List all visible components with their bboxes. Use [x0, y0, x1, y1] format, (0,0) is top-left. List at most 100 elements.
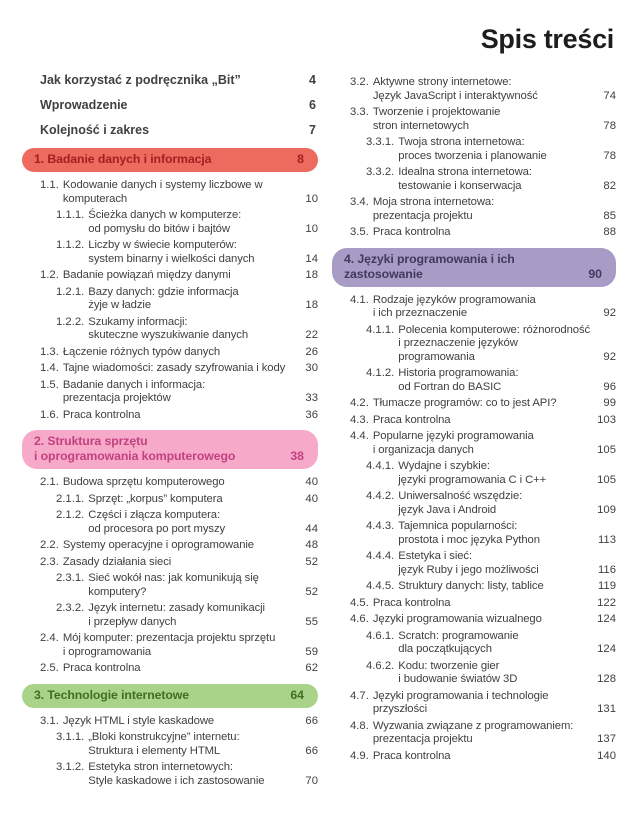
- toc-entry-1-1-1[interactable]: 1.1.1. Ścieżka danych w komputerze: od p…: [56, 209, 318, 236]
- toc-entry-2-3[interactable]: 2.3. Zasady działania sieci 52: [40, 556, 318, 570]
- section-header-4[interactable]: 4. Języki programowania i ich zastosowan…: [332, 247, 616, 287]
- entry-number: 1.6.: [40, 408, 59, 421]
- toc-entry-3-4[interactable]: 3.4. Moja strona internetowa: prezentacj…: [350, 196, 616, 223]
- entry-label: Moja strona internetowa: prezentacja pro…: [372, 196, 495, 222]
- toc-entry-2-3-1[interactable]: 2.3.1. Sieć wokół nas: jak komunikują si…: [56, 572, 318, 599]
- toc-entry-4-5[interactable]: 4.5. Praca kontrolna 122: [350, 597, 616, 611]
- section-page-number: 90: [588, 266, 602, 281]
- toc-entry-1-1[interactable]: 1.1. Kodowanie danych i systemy liczbowe…: [40, 179, 318, 206]
- page-title: Spis treści: [480, 24, 615, 54]
- toc-entry-3-1[interactable]: 3.1. Język HTML i style kaskadowe 66: [40, 715, 318, 729]
- section-title: 4. Języki programowania i ich zastosowan…: [344, 251, 515, 281]
- entry-label: Praca kontrolna: [62, 408, 141, 421]
- toc-entry-4-9[interactable]: 4.9. Praca kontrolna 140: [350, 750, 616, 764]
- entry-number: 4.4.3.: [366, 520, 395, 532]
- toc-entry-1-5[interactable]: 1.5. Badanie danych i informacja: prezen…: [40, 379, 318, 406]
- toc-entry-4-6-1[interactable]: 4.6.1. Scratch: programowanie dla począt…: [366, 630, 616, 657]
- entry-page-number: 66: [305, 744, 318, 757]
- entry-page-number: 116: [597, 563, 616, 576]
- toc-entry-3-3-2[interactable]: 3.3.2. Idealna strona internetowa: testo…: [366, 166, 616, 193]
- toc-entry-1-4[interactable]: 1.4. Tajne wiadomości: zasady szyfrowani…: [40, 362, 318, 376]
- entry-number: 3.1.: [40, 714, 59, 727]
- toc-entry-2-3-2[interactable]: 2.3.2. Język internetu: zasady komunikac…: [56, 602, 318, 629]
- section-page-number: 38: [290, 449, 304, 463]
- entry-number: 2.3.2.: [56, 602, 85, 614]
- toc-entry-2-5[interactable]: 2.5. Praca kontrolna 62: [40, 662, 318, 676]
- entry-page-number: 66: [305, 714, 318, 727]
- entry-number: 2.3.1.: [56, 572, 85, 584]
- entry-number: 2.1.2.: [56, 509, 85, 521]
- toc-entry-4-1-1[interactable]: 4.1.1. Polecenia komputerowe: różnorodno…: [366, 324, 616, 365]
- front-matter-entry[interactable]: Wprowadzenie 6: [40, 98, 316, 113]
- entry-page-number: 26: [305, 345, 318, 358]
- toc-entry-2-2[interactable]: 2.2. Systemy operacyjne i oprogramowanie…: [40, 539, 318, 553]
- entry-label: Wyzwania związane z programowaniem: prez…: [372, 719, 574, 746]
- toc-entry-4-4-2[interactable]: 4.4.2. Uniwersalność wszędzie: język Jav…: [366, 490, 616, 517]
- entry-label: Polecenia komputerowe: różnorodność i pr…: [398, 323, 591, 363]
- entry-page-number: 128: [597, 673, 616, 685]
- entry-page-number: 18: [305, 269, 318, 281]
- entry-number: 2.1.1.: [56, 492, 85, 505]
- toc-entry-2-4[interactable]: 2.4. Mój komputer: prezentacja projektu …: [40, 632, 318, 659]
- toc-entry-1-6[interactable]: 1.6. Praca kontrolna 36: [40, 409, 318, 423]
- toc-entry-4-8[interactable]: 4.8. Wyzwania związane z programowaniem:…: [350, 720, 616, 747]
- entry-number: 4.4.: [350, 430, 369, 442]
- entry-label: Praca kontrolna: [62, 662, 141, 674]
- entry-page-number: 137: [597, 733, 616, 745]
- toc-entry-1-2[interactable]: 1.2. Badanie powiązań między danymi 18: [40, 269, 318, 283]
- toc-entry-3-1-1[interactable]: 3.1.1. „Bloki konstrukcyjne” internetu: …: [56, 731, 318, 758]
- toc-entry-3-3-1[interactable]: 3.3.1. Twoja strona internetowa: proces …: [366, 136, 616, 163]
- toc-column-right: 3.2. Aktywne strony internetowe: Język J…: [332, 73, 616, 763]
- entry-page-number: 40: [305, 476, 318, 488]
- toc-entry-2-1[interactable]: 2.1. Budowa sprzętu komputerowego 40: [40, 476, 318, 490]
- entry-page-number: 78: [603, 119, 616, 132]
- entry-number: 1.2.: [40, 269, 59, 281]
- toc-entry-4-1[interactable]: 4.1. Rodzaje języków programowania i ich…: [350, 294, 616, 321]
- toc-entry-4-6[interactable]: 4.6. Języki programowania wizualnego 124: [350, 613, 616, 627]
- entry-number: 4.6.2.: [366, 659, 395, 672]
- entry-page-number: 124: [597, 643, 616, 655]
- entry-number: 4.4.2.: [366, 490, 395, 502]
- toc-entry-1-2-1[interactable]: 1.2.1. Bazy danych: gdzie informacja żyj…: [56, 286, 318, 313]
- entry-number: 1.2.2.: [56, 315, 85, 328]
- toc-entry-3-5[interactable]: 3.5. Praca kontrolna 88: [350, 226, 616, 240]
- entry-label: Szukamy informacji: skuteczne wyszukiwan…: [88, 315, 248, 342]
- section-header-1[interactable]: 1. Badanie danych i informacja 8: [22, 148, 318, 172]
- toc-entry-4-2[interactable]: 4.2. Tłumacze programów: co to jest API?…: [350, 397, 616, 411]
- toc-entry-1-1-2[interactable]: 1.1.2. Liczby w świecie komputerów: syst…: [56, 239, 318, 266]
- section-header-3[interactable]: 3. Technologie internetowe 64: [22, 683, 318, 708]
- entry-number: 2.2.: [40, 539, 59, 551]
- toc-entry-3-3[interactable]: 3.3. Tworzenie i projektowanie stron int…: [350, 106, 616, 133]
- entry-page-number: 92: [603, 350, 616, 363]
- entry-number: 1.1.1.: [56, 209, 85, 221]
- toc-entry-4-4-1[interactable]: 4.4.1. Wydajne i szybkie: języki program…: [366, 460, 616, 487]
- toc-entry-4-7[interactable]: 4.7. Języki programowania i technologie …: [350, 690, 616, 717]
- toc-entry-4-4-3[interactable]: 4.4.3. Tajemnica popularności: prostota …: [366, 520, 616, 547]
- entry-label: Mój komputer: prezentacja projektu sprzę…: [62, 632, 276, 658]
- toc-entry-4-4-4[interactable]: 4.4.4. Estetyka i sieć: język Ruby i jeg…: [366, 550, 616, 577]
- front-matter-entry[interactable]: Jak korzystać z podręcznika „Bit” 4: [40, 73, 316, 88]
- entry-number: 1.5.: [40, 378, 59, 391]
- toc-entry-3-2[interactable]: 3.2. Aktywne strony internetowe: Język J…: [350, 76, 616, 103]
- toc-entry-4-1-2[interactable]: 4.1.2. Historia programowania: od Fortra…: [366, 367, 616, 394]
- toc-entry-4-3[interactable]: 4.3. Praca kontrolna 103: [350, 414, 616, 428]
- front-matter-entry[interactable]: Kolejność i zakres 7: [40, 123, 316, 138]
- entry-number: 4.2.: [350, 397, 369, 409]
- entry-number: 4.8.: [350, 719, 369, 732]
- entry-label: Praca kontrolna: [372, 749, 451, 762]
- toc-entry-4-6-2[interactable]: 4.6.2. Kodu: tworzenie gier i budowanie …: [366, 660, 616, 687]
- toc-entry-4-4[interactable]: 4.4. Popularne języki programowania i or…: [350, 430, 616, 457]
- toc-entry-4-4-5[interactable]: 4.4.5. Struktury danych: listy, tablice …: [366, 580, 616, 594]
- toc-entry-1-3[interactable]: 1.3. Łączenie różnych typów danych 26: [40, 346, 318, 360]
- entry-number: 3.5.: [350, 226, 369, 238]
- toc-entry-2-1-2[interactable]: 2.1.2. Części i złącza komputera: od pro…: [56, 509, 318, 536]
- toc-entry-3-1-2[interactable]: 3.1.2. Estetyka stron internetowych: Sty…: [56, 761, 318, 788]
- entry-label: Uniwersalność wszędzie: język Java i And…: [398, 490, 523, 516]
- entry-page-number: 140: [597, 749, 616, 762]
- entry-label: Badanie powiązań między danymi: [62, 269, 231, 281]
- toc-entry-2-1-1[interactable]: 2.1.1. Sprzęt: „korpus” komputera 40: [56, 493, 318, 507]
- section-title: 3. Technologie internetowe: [34, 687, 190, 702]
- toc-entry-1-2-2[interactable]: 1.2.2. Szukamy informacji: skuteczne wys…: [56, 316, 318, 343]
- entry-number: 4.6.: [350, 613, 369, 625]
- section-header-2[interactable]: 2. Struktura sprzętu i oprogramowania ko…: [22, 430, 318, 469]
